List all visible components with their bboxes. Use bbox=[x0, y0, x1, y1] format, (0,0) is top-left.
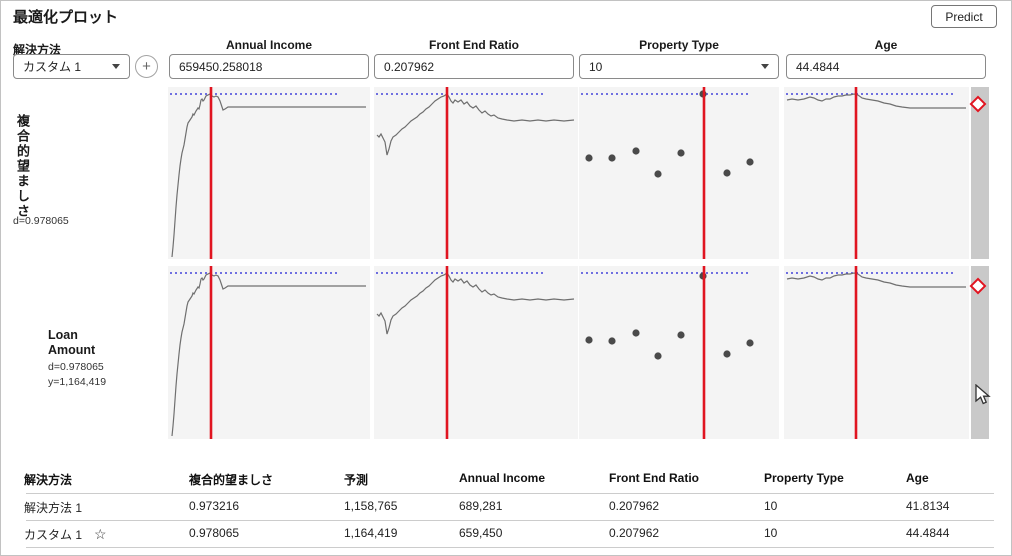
table-row[interactable]: カスタム 1 ☆ 0.978065 1,164,419 659,450 0.207… bbox=[1, 521, 1011, 547]
factor-label-front-end-ratio: Front End Ratio bbox=[429, 38, 519, 52]
profile-plot-desirability-annual-income[interactable] bbox=[168, 87, 370, 259]
annual-income-cell: 689,281 bbox=[459, 499, 503, 513]
table-header-desirability: 複合的望ましさ bbox=[189, 473, 274, 487]
desirability-value: 0.978065 bbox=[189, 526, 240, 540]
solution-name: カスタム 1 ☆ bbox=[24, 526, 107, 543]
response-label-loan-amount: Loan Amount d=0.978065 y=1,164,419 bbox=[48, 328, 110, 390]
table-header-front-end-ratio: Front End Ratio bbox=[609, 471, 699, 485]
solution-method-select[interactable]: カスタム 1 bbox=[13, 54, 130, 79]
desirability-trace-strip[interactable] bbox=[971, 87, 989, 259]
table-header-property-type: Property Type bbox=[764, 471, 844, 485]
response-label-desirability: 複合的望ましさ bbox=[15, 114, 30, 219]
solution-method-value: カスタム 1 bbox=[23, 60, 82, 74]
factor-label-property-type: Property Type bbox=[639, 38, 719, 52]
prediction-value: 1,158,765 bbox=[344, 499, 398, 513]
front-end-ratio-cell: 0.207962 bbox=[609, 526, 660, 540]
property-type-value: 10 bbox=[589, 59, 603, 74]
front-end-ratio-value: 0.207962 bbox=[384, 59, 435, 74]
profile-plot-loan-age[interactable] bbox=[784, 266, 969, 439]
solution-name-text: カスタム 1 bbox=[24, 528, 83, 542]
desirability-value: 0.973216 bbox=[189, 499, 240, 513]
plus-icon: + bbox=[142, 58, 151, 75]
prediction-value: 1,164,419 bbox=[344, 526, 398, 540]
profile-plot-desirability-property-type[interactable] bbox=[579, 87, 779, 259]
chevron-down-icon bbox=[761, 64, 769, 69]
predict-button[interactable]: Predict bbox=[931, 5, 997, 28]
factor-label-annual-income: Annual Income bbox=[225, 38, 312, 52]
annual-income-value: 659450.258018 bbox=[179, 59, 263, 74]
age-value: 44.4844 bbox=[796, 59, 840, 74]
profile-plot-desirability-front-end-ratio[interactable] bbox=[374, 87, 578, 259]
property-type-cell: 10 bbox=[764, 499, 778, 513]
chevron-down-icon bbox=[112, 64, 120, 69]
solution-name: 解決方法 1 bbox=[24, 501, 83, 515]
page-title: 最適化プロット bbox=[13, 9, 119, 26]
profile-plot-loan-property-type[interactable] bbox=[579, 266, 779, 439]
annual-income-input[interactable]: 659450.258018 bbox=[169, 54, 369, 79]
profile-plot-desirability-age[interactable] bbox=[784, 87, 969, 259]
age-input[interactable]: 44.4844 bbox=[786, 54, 986, 79]
favorite-star-icon[interactable]: ☆ bbox=[94, 526, 107, 542]
profile-plot-loan-front-end-ratio[interactable] bbox=[374, 266, 578, 439]
property-type-cell: 10 bbox=[764, 526, 778, 540]
add-solution-button[interactable]: + bbox=[135, 55, 158, 78]
table-divider bbox=[26, 547, 994, 548]
profile-plot-loan-annual-income[interactable] bbox=[168, 266, 370, 439]
loan-amount-y-stat: y=1,164,419 bbox=[48, 376, 107, 388]
front-end-ratio-input[interactable]: 0.207962 bbox=[374, 54, 574, 79]
age-cell: 41.8134 bbox=[906, 499, 950, 513]
annual-income-cell: 659,450 bbox=[459, 526, 503, 540]
loan-amount-d-stat: d=0.978065 bbox=[48, 361, 104, 373]
table-divider bbox=[26, 520, 994, 521]
front-end-ratio-cell: 0.207962 bbox=[609, 499, 660, 513]
mouse-cursor-icon bbox=[975, 384, 991, 405]
table-row[interactable]: 解決方法 1 0.973216 1,158,765 689,281 0.2079… bbox=[1, 494, 1011, 520]
loan-amount-name: Loan Amount bbox=[48, 328, 96, 357]
table-header-annual-income: Annual Income bbox=[459, 471, 546, 485]
desirability-stat: d=0.978065 bbox=[13, 215, 69, 227]
table-header-age: Age bbox=[906, 471, 929, 485]
table-header-prediction: 予測 bbox=[344, 473, 369, 487]
factor-label-age: Age bbox=[874, 38, 898, 52]
table-header-solution: 解決方法 bbox=[24, 473, 73, 487]
property-type-select[interactable]: 10 bbox=[579, 54, 779, 79]
table-divider bbox=[26, 493, 994, 494]
solution-method-label: 解決方法 bbox=[13, 43, 62, 57]
age-cell: 44.4844 bbox=[906, 526, 950, 540]
